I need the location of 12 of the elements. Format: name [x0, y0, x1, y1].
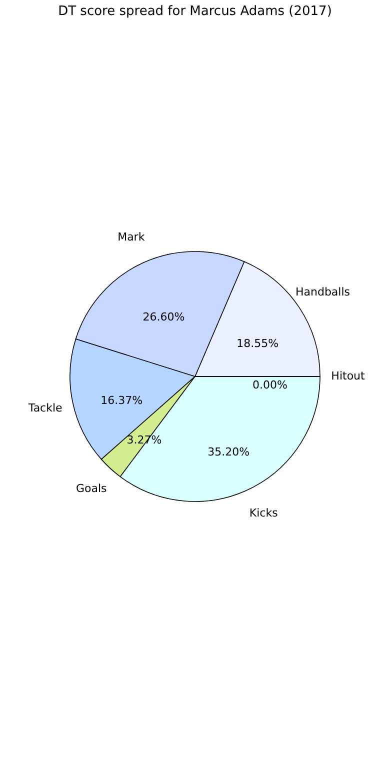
- chart-title: DT score spread for Marcus Adams (2017): [58, 4, 332, 19]
- text: 0.00%: [252, 378, 288, 392]
- slice-label: Tackle: [27, 401, 63, 414]
- slice-label: Goals: [76, 482, 108, 496]
- slice-label: Kicks: [249, 506, 278, 520]
- slice-label: Handballs: [295, 285, 350, 298]
- category-label: Hitout: [331, 370, 365, 382]
- slice-label: Mark: [118, 230, 146, 244]
- data-label: 16.37%: [100, 394, 143, 408]
- data-label: 18.55%: [236, 337, 279, 350]
- data-label: 35.20%: [208, 446, 250, 459]
- data-label: 26.60%: [142, 310, 185, 324]
